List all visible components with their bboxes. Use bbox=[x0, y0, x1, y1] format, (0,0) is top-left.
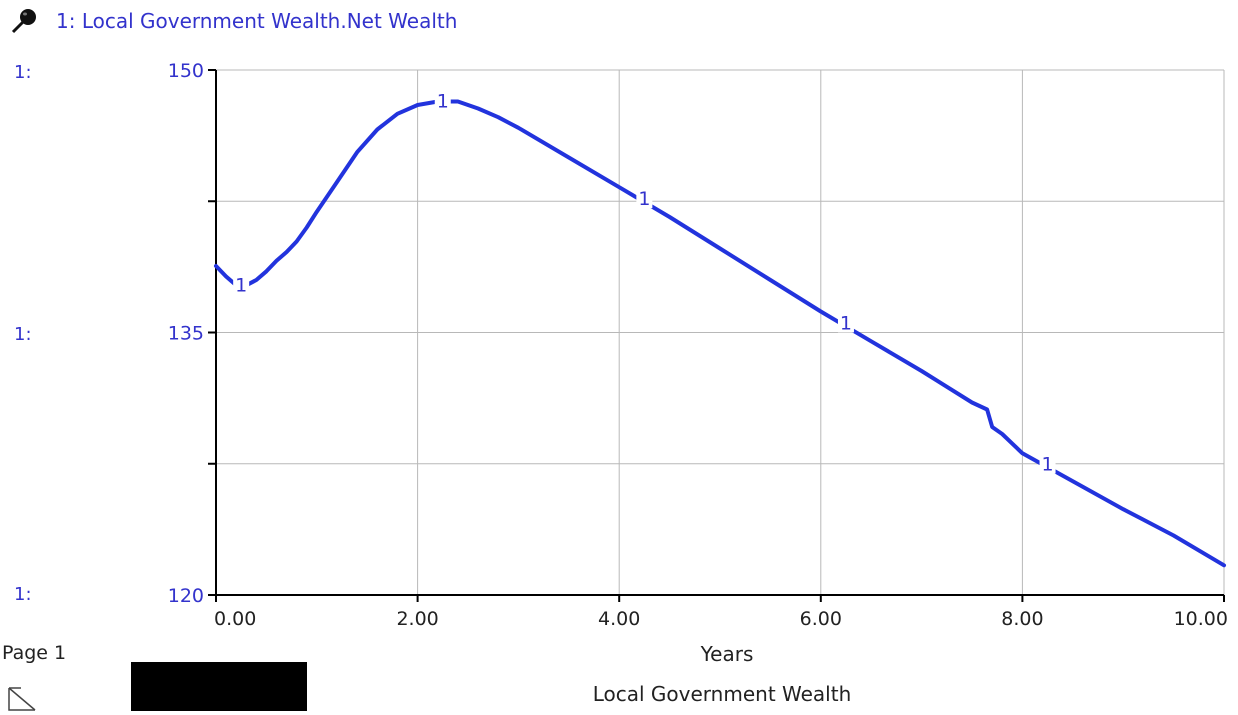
x-tick-label: 8.00 bbox=[1001, 608, 1043, 630]
series-marker-background bbox=[233, 272, 250, 295]
x-tick-label: 2.00 bbox=[396, 608, 438, 630]
series-line bbox=[214, 99, 1226, 568]
chart-legend: 1: Local Government Wealth.Net Wealth bbox=[10, 6, 457, 36]
page-label: Page 1 bbox=[2, 642, 67, 664]
series-marker-label: 1 bbox=[638, 188, 650, 210]
y-axis-series-prefix-mid: 1: bbox=[14, 324, 32, 345]
y-tick-label: 120 bbox=[168, 585, 204, 607]
redacted-box bbox=[131, 662, 307, 711]
series-marker-label: 1 bbox=[840, 312, 852, 334]
series-marker-background bbox=[434, 88, 451, 111]
series-marker-background bbox=[837, 310, 854, 333]
y-axis-series-prefix-bottom: 1: bbox=[14, 584, 32, 605]
series-marker-label: 1 bbox=[1042, 453, 1054, 475]
series-marker-label: 1 bbox=[437, 91, 449, 113]
x-tick-label: 0.00 bbox=[214, 608, 256, 630]
x-tick-label: 4.00 bbox=[598, 608, 640, 630]
x-tick-label: 10.00 bbox=[1174, 608, 1228, 630]
x-tick-label: 6.00 bbox=[800, 608, 842, 630]
series-marker-background bbox=[636, 186, 653, 209]
legend-series-label: 1: Local Government Wealth.Net Wealth bbox=[56, 9, 458, 33]
y-tick-label: 150 bbox=[168, 60, 204, 82]
y-tick-label: 135 bbox=[168, 323, 204, 345]
x-axis-title: Years bbox=[700, 642, 754, 666]
page-title: Local Government Wealth bbox=[592, 682, 852, 706]
y-axis-series-prefix-top: 1: bbox=[14, 62, 32, 83]
page-corner-icon[interactable] bbox=[7, 686, 37, 711]
series-marker-background bbox=[1039, 451, 1056, 474]
series-marker-label: 1 bbox=[235, 274, 247, 296]
pin-icon[interactable] bbox=[10, 6, 40, 36]
